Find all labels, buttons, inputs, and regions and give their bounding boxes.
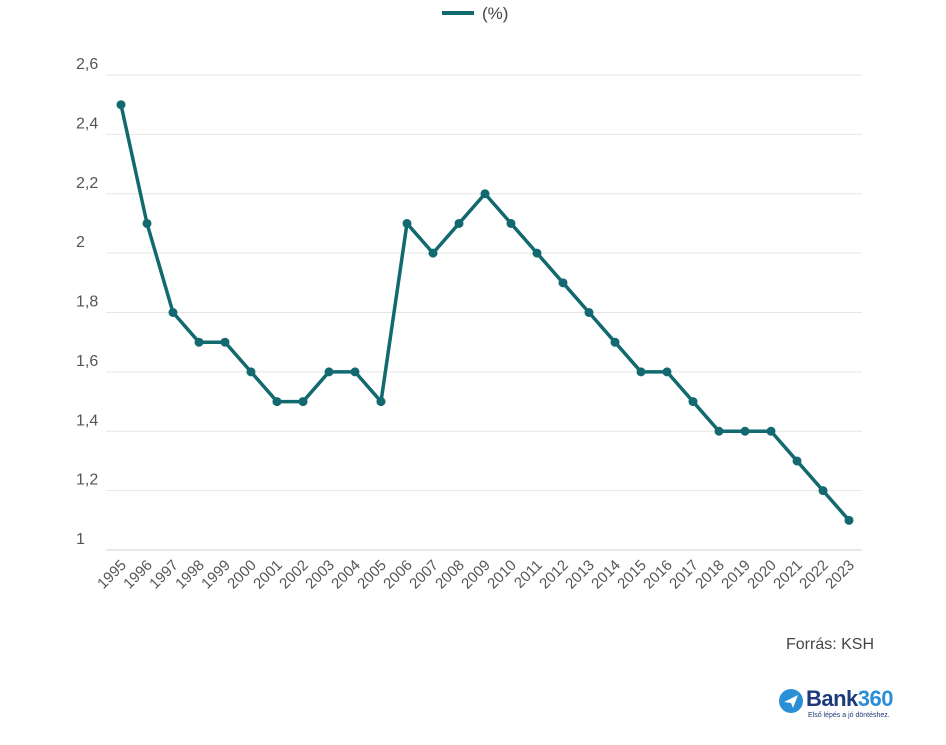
data-point (506, 218, 516, 228)
x-tick-label: 2001 (250, 557, 286, 593)
x-tick-label: 2008 (432, 557, 468, 593)
legend: (%) (442, 4, 508, 23)
y-tick-label: 1,8 (76, 294, 98, 311)
bank360-arrow-icon (779, 689, 803, 713)
data-point (428, 248, 438, 258)
data-point (818, 486, 828, 496)
data-point (740, 426, 750, 436)
y-tick-label: 2,2 (76, 175, 98, 192)
data-point (168, 308, 178, 317)
x-tick-label: 2012 (536, 557, 572, 593)
data-point (350, 367, 360, 377)
data-point (844, 515, 854, 525)
data-point (454, 218, 464, 228)
data-point (688, 397, 698, 407)
x-tick-label: 2023 (822, 557, 858, 593)
x-axis-ticks: 1995199619971998199920002001200220032004… (94, 557, 858, 593)
x-tick-label: 2016 (640, 557, 676, 593)
source-note: Forrás: KSH (785, 636, 874, 653)
x-tick-label: 2003 (302, 557, 338, 593)
x-tick-label: 2009 (458, 557, 494, 593)
data-point (272, 397, 282, 407)
data-point (662, 367, 672, 377)
data-point (532, 248, 542, 258)
data-point (558, 278, 568, 288)
y-tick-label: 1,6 (76, 353, 98, 370)
x-tick-label: 2000 (224, 557, 260, 593)
x-tick-label: 2021 (770, 557, 806, 593)
x-tick-label: 1996 (120, 557, 156, 593)
x-tick-label: 1995 (94, 557, 130, 593)
x-tick-label: 2014 (588, 557, 624, 593)
data-point (142, 218, 152, 228)
line-chart: 1 1,2 1,4 1,6 1,8 2 2,2 2,4 2,6 1995199619971998… (76, 4, 862, 593)
data-point (766, 426, 776, 436)
data-point (246, 367, 256, 377)
y-axis-ticks: 1 1,2 1,4 1,6 1,8 2 2,2 2,4 2,6 (76, 56, 98, 548)
x-tick-label: 2002 (276, 557, 312, 593)
data-point (610, 337, 620, 347)
data-point (220, 337, 230, 347)
y-tick-label: 1,2 (76, 472, 98, 489)
data-point (116, 100, 126, 110)
logo-tagline: Első lépés a jó döntéshez. (808, 712, 890, 719)
brand-logo: Bank360 Első lépés a jó döntéshez. (778, 684, 913, 729)
x-tick-label: 2020 (744, 557, 780, 593)
x-tick-label: 2018 (692, 557, 728, 593)
data-point (324, 367, 334, 377)
x-tick-label: 2007 (406, 557, 442, 593)
data-point (714, 426, 724, 436)
data-point (792, 456, 802, 466)
data-point (298, 397, 308, 407)
legend-label: (%) (482, 4, 508, 23)
data-point (194, 337, 204, 347)
logo-wordmark: Bank360 (806, 686, 894, 711)
series-points (116, 100, 854, 525)
x-tick-label: 2013 (562, 557, 598, 593)
x-tick-label: 2006 (380, 557, 416, 593)
x-tick-label: 1999 (198, 557, 234, 593)
data-point (376, 397, 386, 407)
x-tick-label: 2010 (484, 557, 520, 593)
y-tick-label: 2,6 (76, 56, 98, 73)
x-tick-label: 1997 (146, 557, 182, 593)
x-tick-label: 1998 (172, 557, 208, 593)
x-tick-label: 2015 (614, 557, 650, 593)
x-tick-label: 2017 (666, 557, 702, 593)
x-tick-label: 2004 (328, 557, 364, 593)
x-tick-label: 2005 (354, 557, 390, 593)
y-tick-label: 1,4 (76, 412, 98, 429)
data-point (402, 218, 412, 228)
data-point (636, 367, 646, 377)
x-tick-label: 2019 (718, 557, 754, 593)
y-tick-label: 1 (76, 531, 85, 548)
data-point (584, 308, 594, 317)
y-tick-label: 2,4 (76, 115, 98, 132)
y-tick-label: 2 (76, 234, 85, 251)
x-tick-label: 2022 (796, 557, 832, 593)
grid-lines (106, 74, 862, 551)
x-tick-label: 2011 (511, 557, 546, 592)
data-point (480, 189, 490, 199)
